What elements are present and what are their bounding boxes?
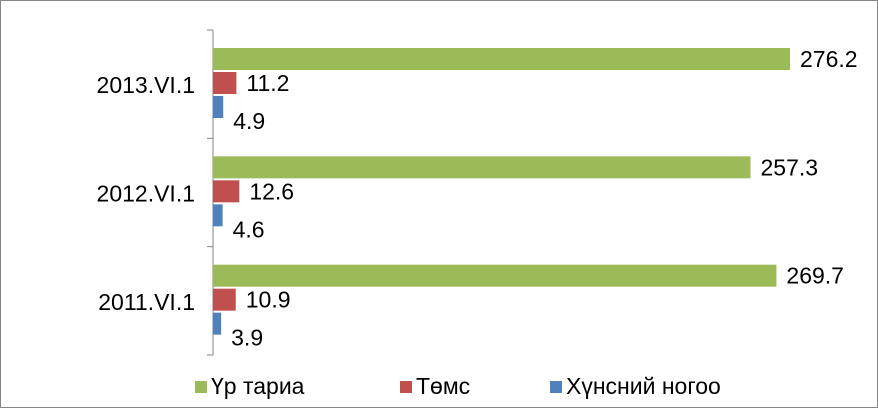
bar: [213, 156, 751, 179]
legend-label: Хүнсний ногоо: [566, 373, 721, 399]
legend-swatch: [195, 381, 207, 393]
data-label: 3.9: [231, 325, 263, 351]
bar: [213, 72, 237, 94]
bar: [213, 312, 222, 335]
category-label: 2013.VI.1: [97, 72, 195, 98]
category-label: 2011.VI.1: [98, 289, 195, 315]
legend-label: Үр тариа: [211, 373, 305, 399]
data-label: 4.9: [233, 108, 265, 134]
bar: [213, 264, 777, 287]
bar: [213, 288, 236, 311]
data-label: 11.2: [246, 70, 289, 96]
legend-label: Төмс: [416, 373, 470, 399]
legend-swatch: [400, 381, 412, 393]
data-label: 12.6: [249, 178, 294, 204]
bar: [213, 48, 790, 70]
bar: [213, 204, 223, 227]
data-label: 257.3: [761, 154, 819, 180]
data-label: 10.9: [246, 287, 291, 313]
bar: [213, 96, 224, 118]
data-label: 269.7: [786, 263, 844, 289]
data-label: 276.2: [800, 46, 858, 72]
legend-swatch: [550, 381, 562, 393]
category-label: 2012.VI.1: [97, 181, 195, 207]
data-label: 4.6: [233, 216, 265, 242]
bar: [213, 180, 240, 203]
